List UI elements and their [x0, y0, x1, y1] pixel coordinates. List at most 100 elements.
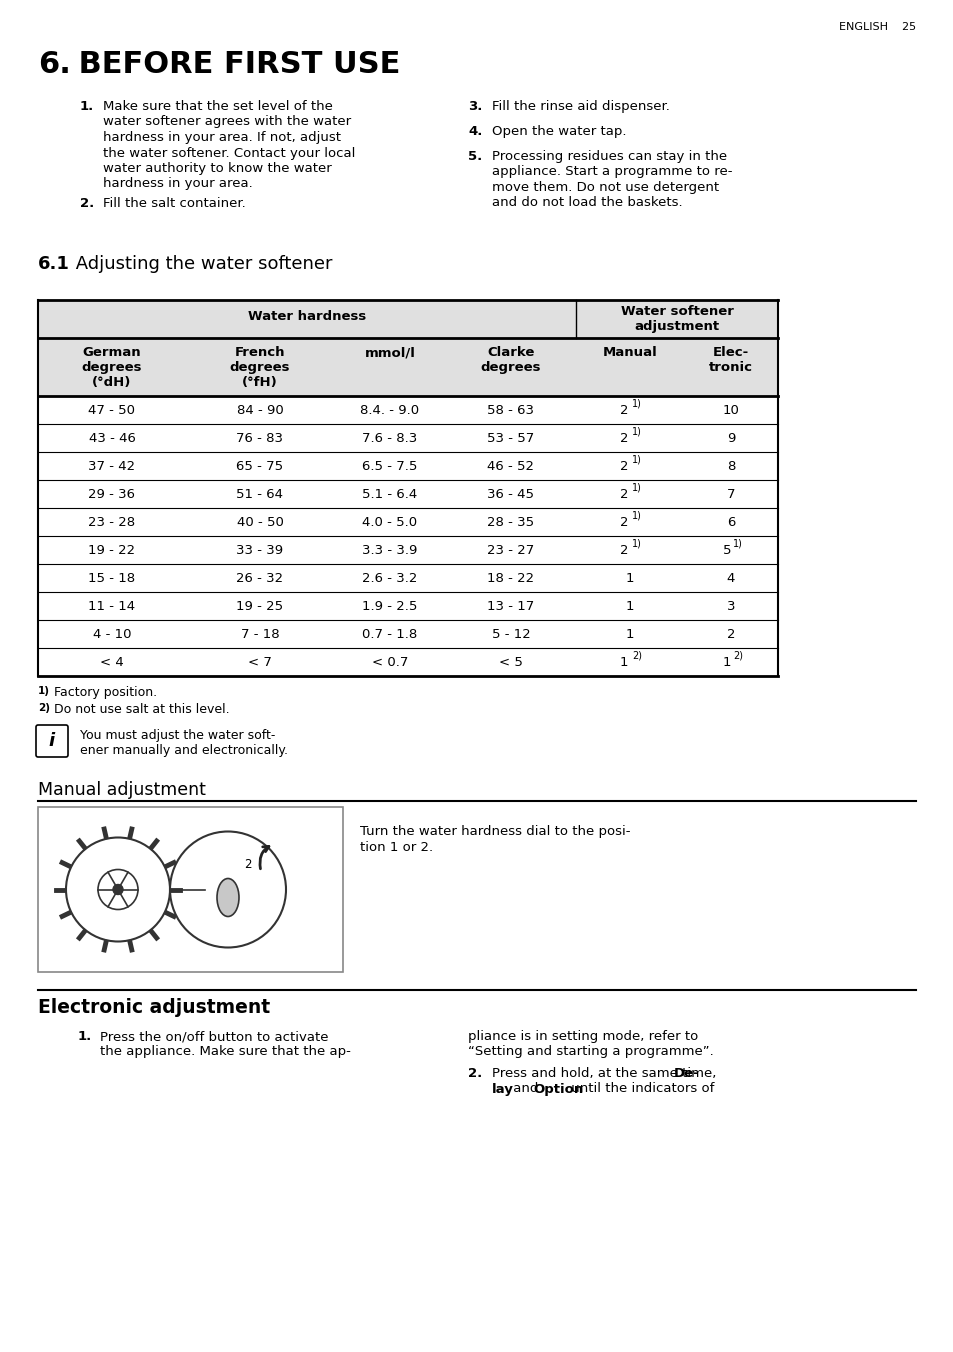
Text: tion 1 or 2.: tion 1 or 2. — [359, 841, 433, 854]
Text: 2: 2 — [726, 627, 735, 641]
Text: 4 - 10: 4 - 10 — [92, 627, 132, 641]
Text: degrees: degrees — [82, 361, 142, 375]
Text: 8.4. - 9.0: 8.4. - 9.0 — [360, 403, 419, 416]
Text: 36 - 45: 36 - 45 — [487, 488, 534, 500]
Text: Option: Option — [534, 1083, 583, 1095]
Text: hardness in your area. If not, adjust: hardness in your area. If not, adjust — [103, 131, 340, 145]
Text: (°fH): (°fH) — [242, 376, 277, 389]
Text: 18 - 22: 18 - 22 — [487, 572, 534, 584]
Text: hardness in your area.: hardness in your area. — [103, 177, 253, 191]
Text: until the indicators of: until the indicators of — [567, 1083, 714, 1095]
Text: 1.: 1. — [78, 1030, 92, 1042]
Text: 3.3 - 3.9: 3.3 - 3.9 — [362, 544, 417, 557]
Text: 8: 8 — [726, 460, 735, 472]
Text: “Setting and starting a programme”.: “Setting and starting a programme”. — [468, 1045, 713, 1059]
Text: Fill the rinse aid dispenser.: Fill the rinse aid dispenser. — [492, 100, 669, 114]
Text: < 5: < 5 — [498, 656, 522, 668]
Text: Manual adjustment: Manual adjustment — [38, 781, 206, 799]
Text: 1: 1 — [625, 572, 634, 584]
Text: 23 - 27: 23 - 27 — [487, 544, 534, 557]
Text: 15 - 18: 15 - 18 — [89, 572, 135, 584]
Text: 1: 1 — [619, 656, 628, 668]
Text: 6.1: 6.1 — [38, 256, 70, 273]
Text: Processing residues can stay in the: Processing residues can stay in the — [492, 150, 726, 162]
Text: 5.: 5. — [468, 150, 482, 162]
Text: 1): 1) — [631, 456, 641, 465]
Text: 37 - 42: 37 - 42 — [89, 460, 135, 472]
Text: degrees: degrees — [230, 361, 290, 375]
Text: the appliance. Make sure that the ap-: the appliance. Make sure that the ap- — [100, 1045, 351, 1059]
Text: 58 - 63: 58 - 63 — [487, 403, 534, 416]
Text: 6.5 - 7.5: 6.5 - 7.5 — [362, 460, 417, 472]
Text: water softener agrees with the water: water softener agrees with the water — [103, 115, 351, 128]
Text: degrees: degrees — [480, 361, 540, 375]
Text: 19 - 22: 19 - 22 — [89, 544, 135, 557]
Text: 2: 2 — [619, 488, 628, 500]
Text: 28 - 35: 28 - 35 — [487, 515, 534, 529]
Text: 2): 2) — [732, 652, 742, 661]
Text: i: i — [49, 731, 55, 750]
Text: Press the on/off button to activate: Press the on/off button to activate — [100, 1030, 328, 1042]
Text: 6: 6 — [726, 515, 735, 529]
FancyBboxPatch shape — [36, 725, 68, 757]
Text: BEFORE FIRST USE: BEFORE FIRST USE — [68, 50, 400, 78]
Text: < 0.7: < 0.7 — [372, 656, 408, 668]
Text: 43 - 46: 43 - 46 — [89, 431, 135, 445]
Text: 2.6 - 3.2: 2.6 - 3.2 — [362, 572, 417, 584]
Text: 1: 1 — [722, 656, 731, 668]
Text: 1): 1) — [631, 511, 641, 521]
Text: Press and hold, at the same time,: Press and hold, at the same time, — [492, 1067, 720, 1080]
Text: French: French — [234, 346, 285, 360]
Text: Adjusting the water softener: Adjusting the water softener — [70, 256, 333, 273]
Text: 7: 7 — [726, 488, 735, 500]
Text: 13 - 17: 13 - 17 — [487, 599, 534, 612]
Circle shape — [112, 884, 123, 895]
Text: 2: 2 — [619, 431, 628, 445]
Text: 5 - 12: 5 - 12 — [491, 627, 530, 641]
Text: 1.: 1. — [80, 100, 94, 114]
Text: 1): 1) — [631, 427, 641, 437]
Text: and: and — [508, 1083, 542, 1095]
Text: 2: 2 — [619, 515, 628, 529]
Text: 65 - 75: 65 - 75 — [236, 460, 283, 472]
Text: 29 - 36: 29 - 36 — [89, 488, 135, 500]
Text: 11 - 14: 11 - 14 — [89, 599, 135, 612]
Text: 47 - 50: 47 - 50 — [89, 403, 135, 416]
Text: 9: 9 — [726, 431, 735, 445]
Text: 2.: 2. — [468, 1067, 482, 1080]
Text: Open the water tap.: Open the water tap. — [492, 124, 626, 138]
Text: 2: 2 — [619, 460, 628, 472]
Text: Water hardness: Water hardness — [248, 310, 366, 323]
Text: 7.6 - 8.3: 7.6 - 8.3 — [362, 431, 417, 445]
Text: 1): 1) — [732, 539, 742, 549]
Text: 40 - 50: 40 - 50 — [236, 515, 283, 529]
Bar — [38, 338, 778, 396]
Text: Clarke: Clarke — [487, 346, 534, 360]
Text: 1): 1) — [631, 539, 641, 549]
Text: German: German — [83, 346, 141, 360]
Text: 0.7 - 1.8: 0.7 - 1.8 — [362, 627, 417, 641]
Text: 23 - 28: 23 - 28 — [89, 515, 135, 529]
Text: 4.0 - 5.0: 4.0 - 5.0 — [362, 515, 417, 529]
Bar — [38, 300, 778, 338]
Text: 3: 3 — [726, 599, 735, 612]
Text: 53 - 57: 53 - 57 — [487, 431, 534, 445]
Text: 10: 10 — [721, 403, 739, 416]
Text: Elec-: Elec- — [712, 346, 748, 360]
Text: Fill the salt container.: Fill the salt container. — [103, 197, 246, 210]
Text: 5: 5 — [722, 544, 731, 557]
Ellipse shape — [216, 879, 239, 917]
Text: 19 - 25: 19 - 25 — [236, 599, 283, 612]
Text: (°dH): (°dH) — [92, 376, 132, 389]
Text: < 4: < 4 — [100, 656, 124, 668]
Text: 3.: 3. — [468, 100, 482, 114]
Text: Water softener: Water softener — [619, 306, 733, 318]
Text: 1.9 - 2.5: 1.9 - 2.5 — [362, 599, 417, 612]
Text: You must adjust the water soft-: You must adjust the water soft- — [80, 729, 275, 742]
Text: pliance is in setting mode, refer to: pliance is in setting mode, refer to — [468, 1030, 698, 1042]
Text: 2: 2 — [244, 859, 252, 871]
Text: 1): 1) — [631, 399, 641, 410]
Text: adjustment: adjustment — [634, 320, 719, 333]
Text: 1: 1 — [625, 599, 634, 612]
Text: and do not load the baskets.: and do not load the baskets. — [492, 196, 682, 210]
